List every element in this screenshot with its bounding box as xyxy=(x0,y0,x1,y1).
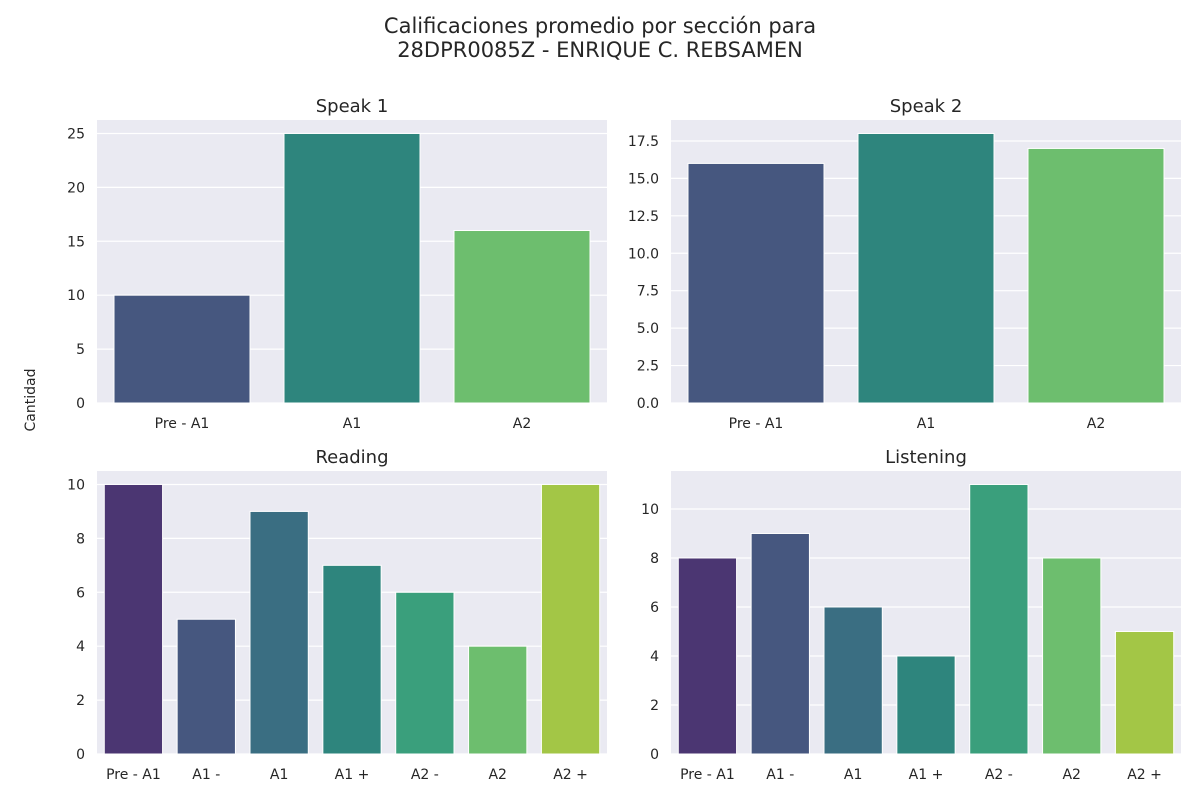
bar-a1 xyxy=(176,618,236,755)
y-tick-label: 0 xyxy=(76,396,85,412)
subplot-reading: 0 2 4 6 8 10 Pre - A1 A1 - A1 A1 + A2 - A2 A2 + Readi… xyxy=(67,447,607,783)
bar-a2 xyxy=(453,230,591,404)
bar-a2 xyxy=(969,483,1029,755)
y-tick-label: 2 xyxy=(76,693,85,709)
x-tick-label: A2 xyxy=(513,416,531,432)
bar-pre-a1 xyxy=(103,483,164,755)
bar-a2 xyxy=(540,483,601,755)
bar-a1 xyxy=(750,532,810,755)
y-tick-label: 10 xyxy=(641,502,659,518)
x-tick-label: A2 - xyxy=(985,767,1013,783)
y-tick-label: 2 xyxy=(650,698,659,714)
figure-title-line-2: 28DPR0085Z - ENRIQUE C. REBSAMEN xyxy=(397,38,803,62)
subplot-title: Speak 1 xyxy=(316,96,389,117)
bar-a1 xyxy=(896,655,956,755)
bar-a1 xyxy=(823,606,883,755)
y-tick-label: 10 xyxy=(67,288,85,304)
x-tick-label: A1 xyxy=(844,767,862,783)
bar-a1 xyxy=(857,132,995,404)
x-tick-label: A2 + xyxy=(553,767,588,783)
x-tick-label: A1 - xyxy=(766,767,794,783)
y-tick-label: 0.0 xyxy=(637,396,659,412)
x-tick-label: A2 xyxy=(1062,767,1080,783)
y-tick-label: 5 xyxy=(76,342,85,358)
x-tick-label: A1 xyxy=(270,767,288,783)
x-tick-label: A2 + xyxy=(1127,767,1162,783)
x-tick-label: Pre - A1 xyxy=(729,416,784,432)
bar-a1 xyxy=(249,510,309,755)
y-tick-label: 25 xyxy=(67,126,85,142)
x-tick-label: A2 xyxy=(488,767,506,783)
bar-a1 xyxy=(322,564,382,755)
x-tick-label: Pre - A1 xyxy=(155,416,210,432)
bar-pre-a1 xyxy=(687,162,825,404)
x-tick-label: A1 + xyxy=(335,767,370,783)
subplot-title: Speak 2 xyxy=(890,96,963,117)
bar-a2 xyxy=(468,645,528,755)
y-tick-label: 4 xyxy=(76,639,85,655)
bar-a2 xyxy=(1027,147,1165,404)
y-tick-label: 2.5 xyxy=(637,359,659,375)
bar-pre-a1 xyxy=(677,557,738,755)
y-tick-label: 5.0 xyxy=(637,321,659,337)
x-tick-label: A1 xyxy=(343,416,361,432)
y-tick-label: 12.5 xyxy=(628,209,659,225)
x-tick-label: Pre - A1 xyxy=(680,767,735,783)
y-tick-label: 4 xyxy=(650,649,659,665)
bar-a1 xyxy=(283,132,421,404)
subplot-title: Listening xyxy=(885,447,967,468)
y-tick-label: 0 xyxy=(650,747,659,763)
x-tick-label: A1 xyxy=(917,416,935,432)
x-tick-label: A2 xyxy=(1087,416,1105,432)
y-tick-label: 6 xyxy=(76,585,85,601)
x-tick-label: Pre - A1 xyxy=(106,767,161,783)
x-tick-label: A1 + xyxy=(909,767,944,783)
y-tick-label: 10.0 xyxy=(628,246,659,262)
subplot-speak-2: 0.0 2.5 5.0 7.5 10.0 12.5 15.0 17.5 Pre - A1 A1 A2… xyxy=(628,96,1181,432)
figure-title-line-1: Calificaciones promedio por sección para xyxy=(383,14,817,38)
x-tick-label: A2 - xyxy=(411,767,439,783)
subplot-listening: 0 2 4 6 8 10 Pre - A1 A1 - A1 A1 + A2 - A2 A2 + Liste… xyxy=(641,447,1181,783)
bar-pre-a1 xyxy=(113,294,251,404)
y-tick-label: 8 xyxy=(650,551,659,567)
subplot-speak-1: 0 5 10 15 20 25 Pre - A1 A1 A2 Speak 1 xyxy=(67,96,607,432)
y-tick-label: 17.5 xyxy=(628,134,659,150)
y-tick-label: 20 xyxy=(67,180,85,196)
y-tick-label: 0 xyxy=(76,747,85,763)
bar-a2 xyxy=(1114,630,1175,755)
figure-title: Calificaciones promedio por sección para… xyxy=(0,14,1200,62)
y-tick-label: 15 xyxy=(67,234,85,250)
y-tick-label: 6 xyxy=(650,600,659,616)
y-tick-label: 8 xyxy=(76,531,85,547)
y-tick-label: 10 xyxy=(67,477,85,493)
x-tick-label: A1 - xyxy=(192,767,220,783)
subplot-title: Reading xyxy=(315,447,388,468)
bar-a2 xyxy=(1042,557,1102,755)
bar-a2 xyxy=(395,591,455,755)
y-tick-label: 15.0 xyxy=(628,171,659,187)
y-tick-label: 7.5 xyxy=(637,284,659,300)
